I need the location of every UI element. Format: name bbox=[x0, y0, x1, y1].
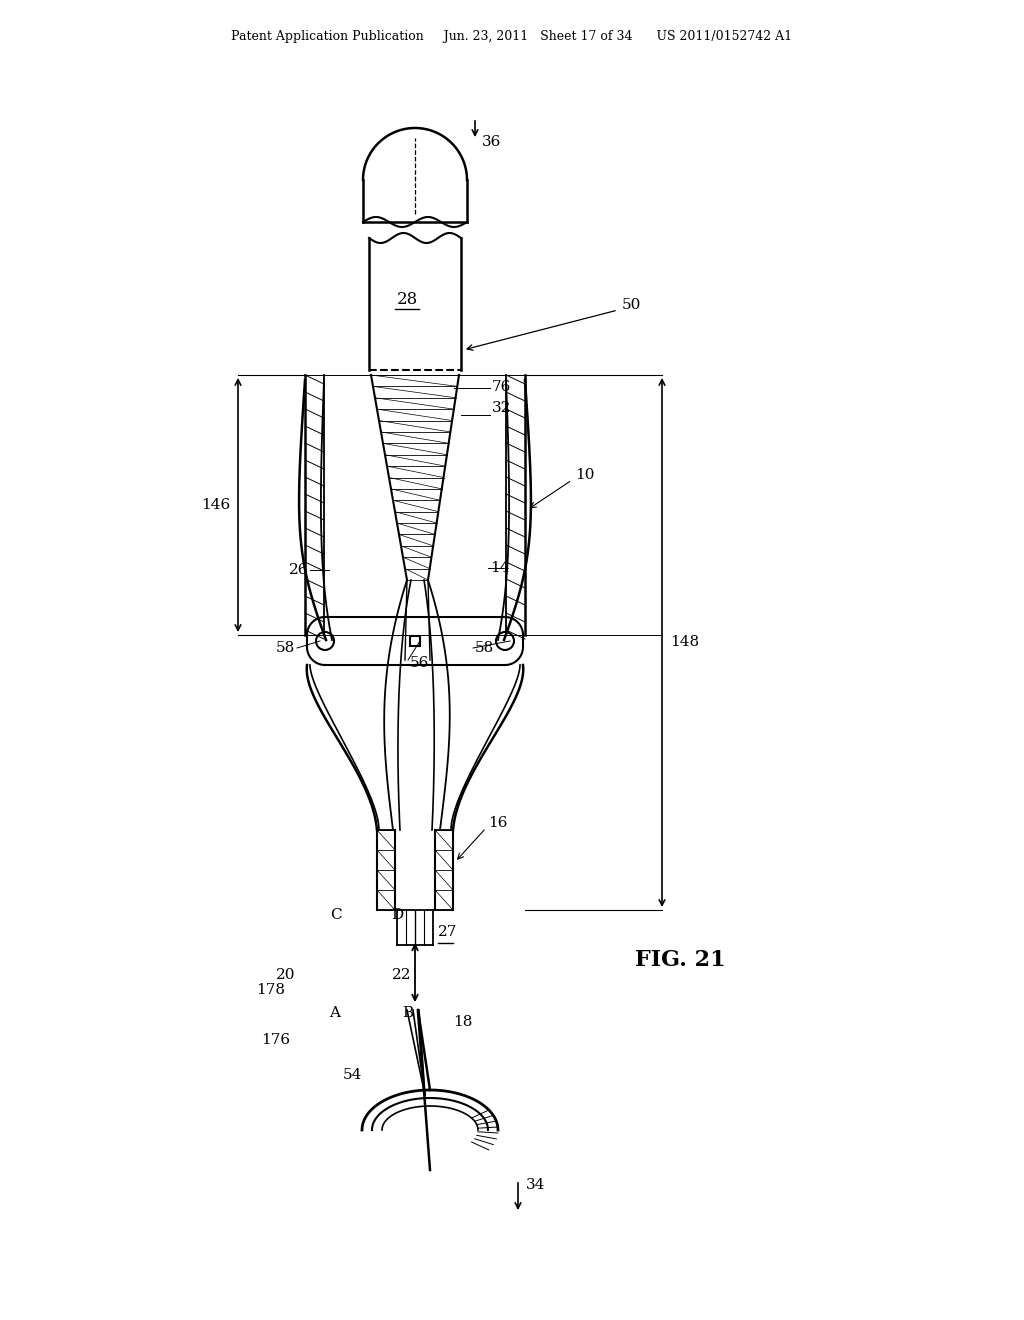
Text: 148: 148 bbox=[670, 635, 699, 649]
Text: 26: 26 bbox=[289, 564, 308, 577]
Text: 20: 20 bbox=[275, 968, 295, 982]
Text: 18: 18 bbox=[453, 1015, 472, 1030]
Text: 58: 58 bbox=[275, 642, 295, 655]
Text: 10: 10 bbox=[575, 469, 595, 482]
Text: 28: 28 bbox=[396, 290, 418, 308]
Text: 32: 32 bbox=[492, 401, 511, 414]
Text: 54: 54 bbox=[342, 1068, 361, 1082]
Text: 146: 146 bbox=[201, 498, 230, 512]
Text: 34: 34 bbox=[526, 1177, 546, 1192]
Text: D: D bbox=[391, 908, 403, 921]
Text: 76: 76 bbox=[492, 380, 511, 393]
Text: FIG. 21: FIG. 21 bbox=[635, 949, 725, 972]
Text: 27: 27 bbox=[438, 925, 458, 939]
Text: B: B bbox=[402, 1006, 414, 1020]
Bar bbox=[410, 636, 420, 645]
Text: 58: 58 bbox=[475, 642, 495, 655]
Text: 36: 36 bbox=[482, 135, 502, 149]
Text: 22: 22 bbox=[392, 968, 412, 982]
Text: 176: 176 bbox=[261, 1034, 290, 1047]
Text: A: A bbox=[330, 1006, 341, 1020]
Text: 178: 178 bbox=[256, 983, 285, 997]
Text: Patent Application Publication     Jun. 23, 2011   Sheet 17 of 34      US 2011/0: Patent Application Publication Jun. 23, … bbox=[231, 30, 793, 44]
Text: 56: 56 bbox=[410, 656, 429, 671]
Text: 14: 14 bbox=[490, 561, 510, 576]
Text: 16: 16 bbox=[488, 816, 508, 830]
Text: 50: 50 bbox=[622, 298, 641, 312]
Text: C: C bbox=[330, 908, 342, 921]
